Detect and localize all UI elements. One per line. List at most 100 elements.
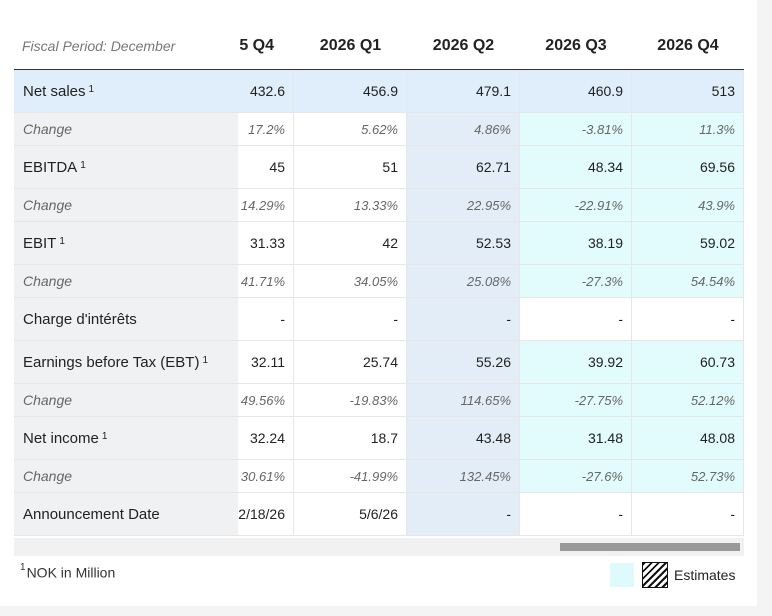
table-cell: 52.12% (632, 384, 744, 417)
table-cell: 49.56% (238, 384, 294, 417)
table-cell: 34.05% (294, 265, 407, 298)
row-label-text: Change (23, 197, 73, 213)
table-row: Net income 1 32.24 18.7 43.48 31.48 48.08 (14, 417, 744, 460)
footnote-marker: 1 (202, 354, 209, 366)
table-row: EBITDA 1 45 51 62.71 48.34 69.56 (14, 146, 744, 189)
row-label: Charge d'intérêts (14, 298, 238, 341)
row-label-text: Change (23, 468, 73, 484)
table-cell: - (294, 298, 407, 341)
table-cell: -3.81% (520, 113, 632, 146)
row-label: Change (14, 460, 238, 493)
table-cell: 432.6 (238, 70, 294, 113)
table-cell: 25.08% (407, 265, 520, 298)
horizontal-scrollbar-thumb[interactable] (560, 543, 740, 551)
table-cell: 55.26 (407, 341, 520, 384)
table-cell: 456.9 (294, 70, 407, 113)
column-header-2026-q4: 2026 Q4 (657, 37, 719, 54)
table-cell: 32.11 (238, 341, 294, 384)
horizontal-scrollbar[interactable] (14, 538, 744, 556)
table-row: EBIT 1 31.33 42 52.53 38.19 59.02 (14, 222, 744, 265)
table-row: Change 49.56% -19.83% 114.65% -27.75% 52.12% (14, 384, 744, 417)
column-header-2026-q3: 2026 Q3 (545, 37, 607, 54)
table-cell: 31.48 (520, 417, 632, 460)
row-label-text: Charge d'intérêts (23, 310, 137, 328)
row-label: Change (14, 189, 238, 222)
row-label: Change (14, 113, 238, 146)
row-label: Change (14, 384, 238, 417)
row-label-text: Change (23, 273, 73, 289)
table-cell: 11.3% (632, 113, 744, 146)
row-label-text: EBIT (23, 234, 57, 252)
row-label-text: Change (23, 121, 73, 137)
table-cell: 38.19 (520, 222, 632, 265)
table-cell: 114.65% (407, 384, 520, 417)
footnote-marker: 1 (20, 562, 26, 573)
column-header-prev-q4: 5 Q4 (239, 37, 274, 54)
footnote-text: NOK in Million (26, 564, 116, 581)
table-cell: -27.3% (520, 265, 632, 298)
row-label-text: Announcement Date (23, 505, 160, 523)
table-row: Change 30.61% -41.99% 132.45% -27.6% 52.73% (14, 460, 744, 493)
row-label-text: Net sales (23, 82, 86, 100)
table-cell: - (632, 493, 744, 536)
table-cell: - (238, 298, 294, 341)
row-label-text: EBITDA (23, 158, 78, 176)
table-cell: 42 (294, 222, 407, 265)
row-label: EBIT 1 (14, 222, 238, 265)
table-cell: 132.45% (407, 460, 520, 493)
table-cell: 5/6/26 (294, 493, 407, 536)
legend: Estimates (610, 562, 735, 588)
footnote-marker: 1 (88, 83, 95, 95)
table-cell: -27.6% (520, 460, 632, 493)
row-label: Net sales 1 (14, 70, 238, 113)
vertical-scrollbar[interactable] (757, 0, 772, 616)
table-cell: - (407, 298, 520, 341)
table-row: Net sales 1 432.6 456.9 479.1 460.9 513 (14, 70, 744, 113)
table-cell: 39.92 (520, 341, 632, 384)
table-row: Earnings before Tax (EBT) 1 32.11 25.74 55.2… (14, 341, 744, 384)
table-cell: 41.71% (238, 265, 294, 298)
estimate-hatch-icon (642, 562, 668, 588)
table-cell: 45 (238, 146, 294, 189)
table-row: Change 41.71% 34.05% 25.08% -27.3% 54.54% (14, 265, 744, 298)
row-label: Net income 1 (14, 417, 238, 460)
footnote: 1NOK in Million (20, 562, 116, 581)
estimate-color-swatch (610, 563, 634, 587)
table-cell: 51 (294, 146, 407, 189)
row-label-text: Net income (23, 429, 99, 447)
table-cell: 479.1 (407, 70, 520, 113)
table-cell: 69.56 (632, 146, 744, 189)
table-row: Change 14.29% 13.33% 22.95% -22.91% 43.9% (14, 189, 744, 222)
table-row: Change 17.2% 5.62% 4.86% -3.81% 11.3% (14, 113, 744, 146)
table-cell: 4.86% (407, 113, 520, 146)
row-label: Change (14, 265, 238, 298)
table-cell: 48.34 (520, 146, 632, 189)
table-cell: 62.71 (407, 146, 520, 189)
legend-label-estimates: Estimates (674, 567, 736, 583)
footnote-marker: 1 (101, 430, 108, 442)
row-label: Announcement Date (14, 493, 238, 536)
table-cell: -22.91% (520, 189, 632, 222)
table-cell: 2/18/26 (238, 493, 294, 536)
column-header-2026-q2: 2026 Q2 (432, 37, 495, 54)
table-cell: 31.33 (238, 222, 294, 265)
table-cell: -27.75% (520, 384, 632, 417)
table-cell: 43.48 (407, 417, 520, 460)
row-label-text: Change (23, 392, 73, 408)
header-divider (14, 69, 744, 70)
table-cell: 48.08 (632, 417, 744, 460)
table-cell: 460.9 (520, 70, 632, 113)
table-row: Charge d'intérêts - - - - - (14, 298, 744, 341)
table-cell: 30.61% (238, 460, 294, 493)
table-cell: 14.29% (238, 189, 294, 222)
table-cell: -19.83% (294, 384, 407, 417)
table-cell: 52.53 (407, 222, 520, 265)
row-label-text: Earnings before Tax (EBT) (23, 353, 200, 371)
table-cell: 60.73 (632, 341, 744, 384)
table-cell: - (520, 493, 632, 536)
table-cell: 17.2% (238, 113, 294, 146)
table-cell: - (407, 493, 520, 536)
table-cell: 22.95% (407, 189, 520, 222)
table-cell: 59.02 (632, 222, 744, 265)
